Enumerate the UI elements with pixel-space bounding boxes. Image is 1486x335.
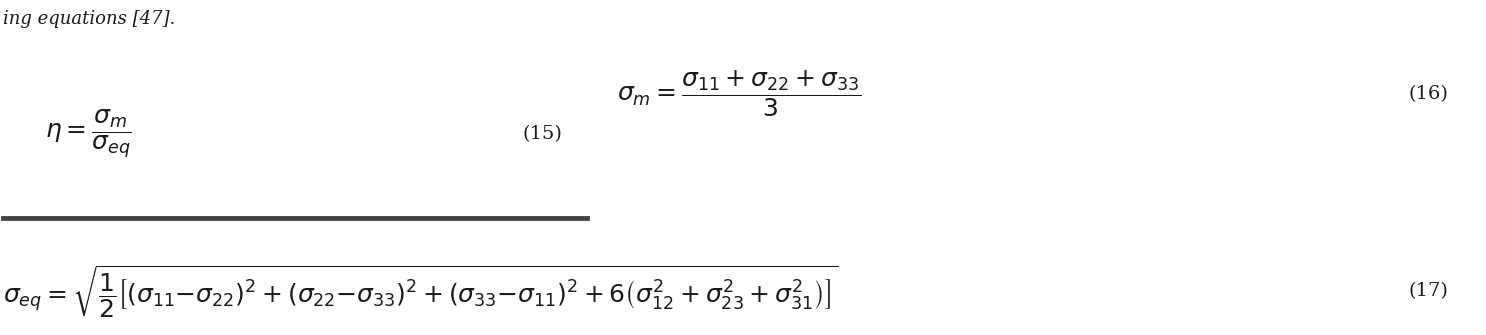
Text: (15): (15) bbox=[523, 125, 562, 143]
Text: $\sigma_{eq} = \sqrt{\dfrac{1}{2}\left[(\sigma_{11}{-}\sigma_{22})^2 + (\sigma_{: $\sigma_{eq} = \sqrt{\dfrac{1}{2}\left[(… bbox=[3, 263, 838, 320]
Text: (17): (17) bbox=[1409, 282, 1449, 300]
Text: $\sigma_m = \dfrac{\sigma_{11} + \sigma_{22} + \sigma_{33}}{3}$: $\sigma_m = \dfrac{\sigma_{11} + \sigma_… bbox=[617, 69, 860, 119]
Text: $\eta = \dfrac{\sigma_m}{\sigma_{eq}}$: $\eta = \dfrac{\sigma_m}{\sigma_{eq}}$ bbox=[45, 108, 132, 160]
Text: ing equations [47].: ing equations [47]. bbox=[3, 10, 175, 28]
Text: (16): (16) bbox=[1409, 85, 1449, 103]
